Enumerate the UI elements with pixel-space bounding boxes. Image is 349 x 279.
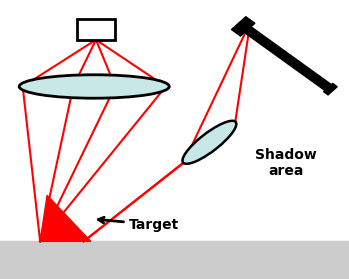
Ellipse shape bbox=[183, 121, 236, 164]
Polygon shape bbox=[244, 27, 332, 90]
Bar bbox=[77, 19, 115, 40]
Ellipse shape bbox=[19, 75, 169, 98]
Polygon shape bbox=[324, 83, 337, 95]
Polygon shape bbox=[231, 17, 255, 36]
Text: Shadow
area: Shadow area bbox=[255, 148, 317, 178]
Text: Target: Target bbox=[98, 217, 179, 232]
Polygon shape bbox=[40, 195, 91, 241]
Bar bbox=[0, 241, 349, 279]
